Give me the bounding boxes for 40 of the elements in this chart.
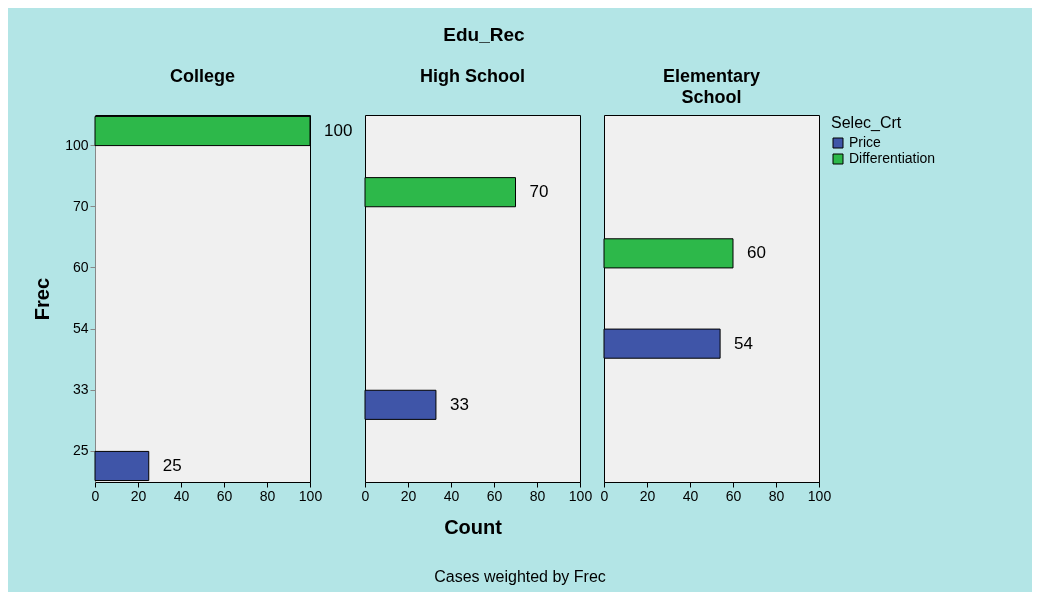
data-label: 70	[529, 182, 549, 202]
y-tick-label: 60	[72, 258, 89, 275]
data-label: 33	[449, 394, 469, 414]
x-tick-label: 40	[682, 487, 699, 504]
y-tick-label: 70	[72, 197, 89, 214]
x-tick-label: 80	[529, 487, 546, 504]
chart-title: Edu_Rec	[442, 24, 526, 46]
y-tick-label: 54	[72, 320, 89, 337]
y-axis-title: Frec	[31, 277, 54, 321]
data-label: 60	[747, 243, 766, 263]
x-tick-label: 40	[173, 487, 190, 504]
y-tick-label: 25	[72, 442, 89, 459]
y-tick-label: 100	[65, 136, 89, 153]
x-tick-label: 80	[259, 487, 276, 504]
x-tick-label: 0	[600, 487, 609, 504]
text: Cases weighted by Frec	[433, 568, 607, 586]
x-axis-title: Count	[444, 515, 503, 538]
x-tick-label: 60	[486, 487, 503, 504]
chart-subtitle: College	[169, 66, 236, 86]
x-tick-label: 20	[400, 487, 417, 504]
x-tick-label: 40	[443, 487, 460, 504]
x-tick-label: 80	[768, 487, 785, 504]
legend-title: Selec_Crt	[831, 114, 902, 132]
x-tick-label: 100	[807, 487, 832, 504]
data-label: 100	[324, 121, 353, 141]
x-tick-label: 60	[725, 487, 742, 504]
x-tick-label: 0	[91, 487, 100, 504]
data-label: 25	[162, 455, 182, 475]
x-tick-label: 20	[130, 487, 147, 504]
legend-label: Price	[849, 134, 882, 150]
x-tick-label: 100	[298, 487, 323, 504]
chart-subtitle: High School	[420, 66, 525, 86]
data-label: 54	[734, 333, 754, 353]
x-tick-label: 60	[216, 487, 233, 504]
x-tick-label: 0	[361, 487, 370, 504]
y-tick-label: 33	[72, 381, 89, 398]
x-tick-label: 20	[639, 487, 656, 504]
legend-label: Differentiation	[849, 150, 936, 166]
x-tick-label: 100	[568, 487, 593, 504]
chart-subtitle: Elementary School	[662, 66, 761, 107]
